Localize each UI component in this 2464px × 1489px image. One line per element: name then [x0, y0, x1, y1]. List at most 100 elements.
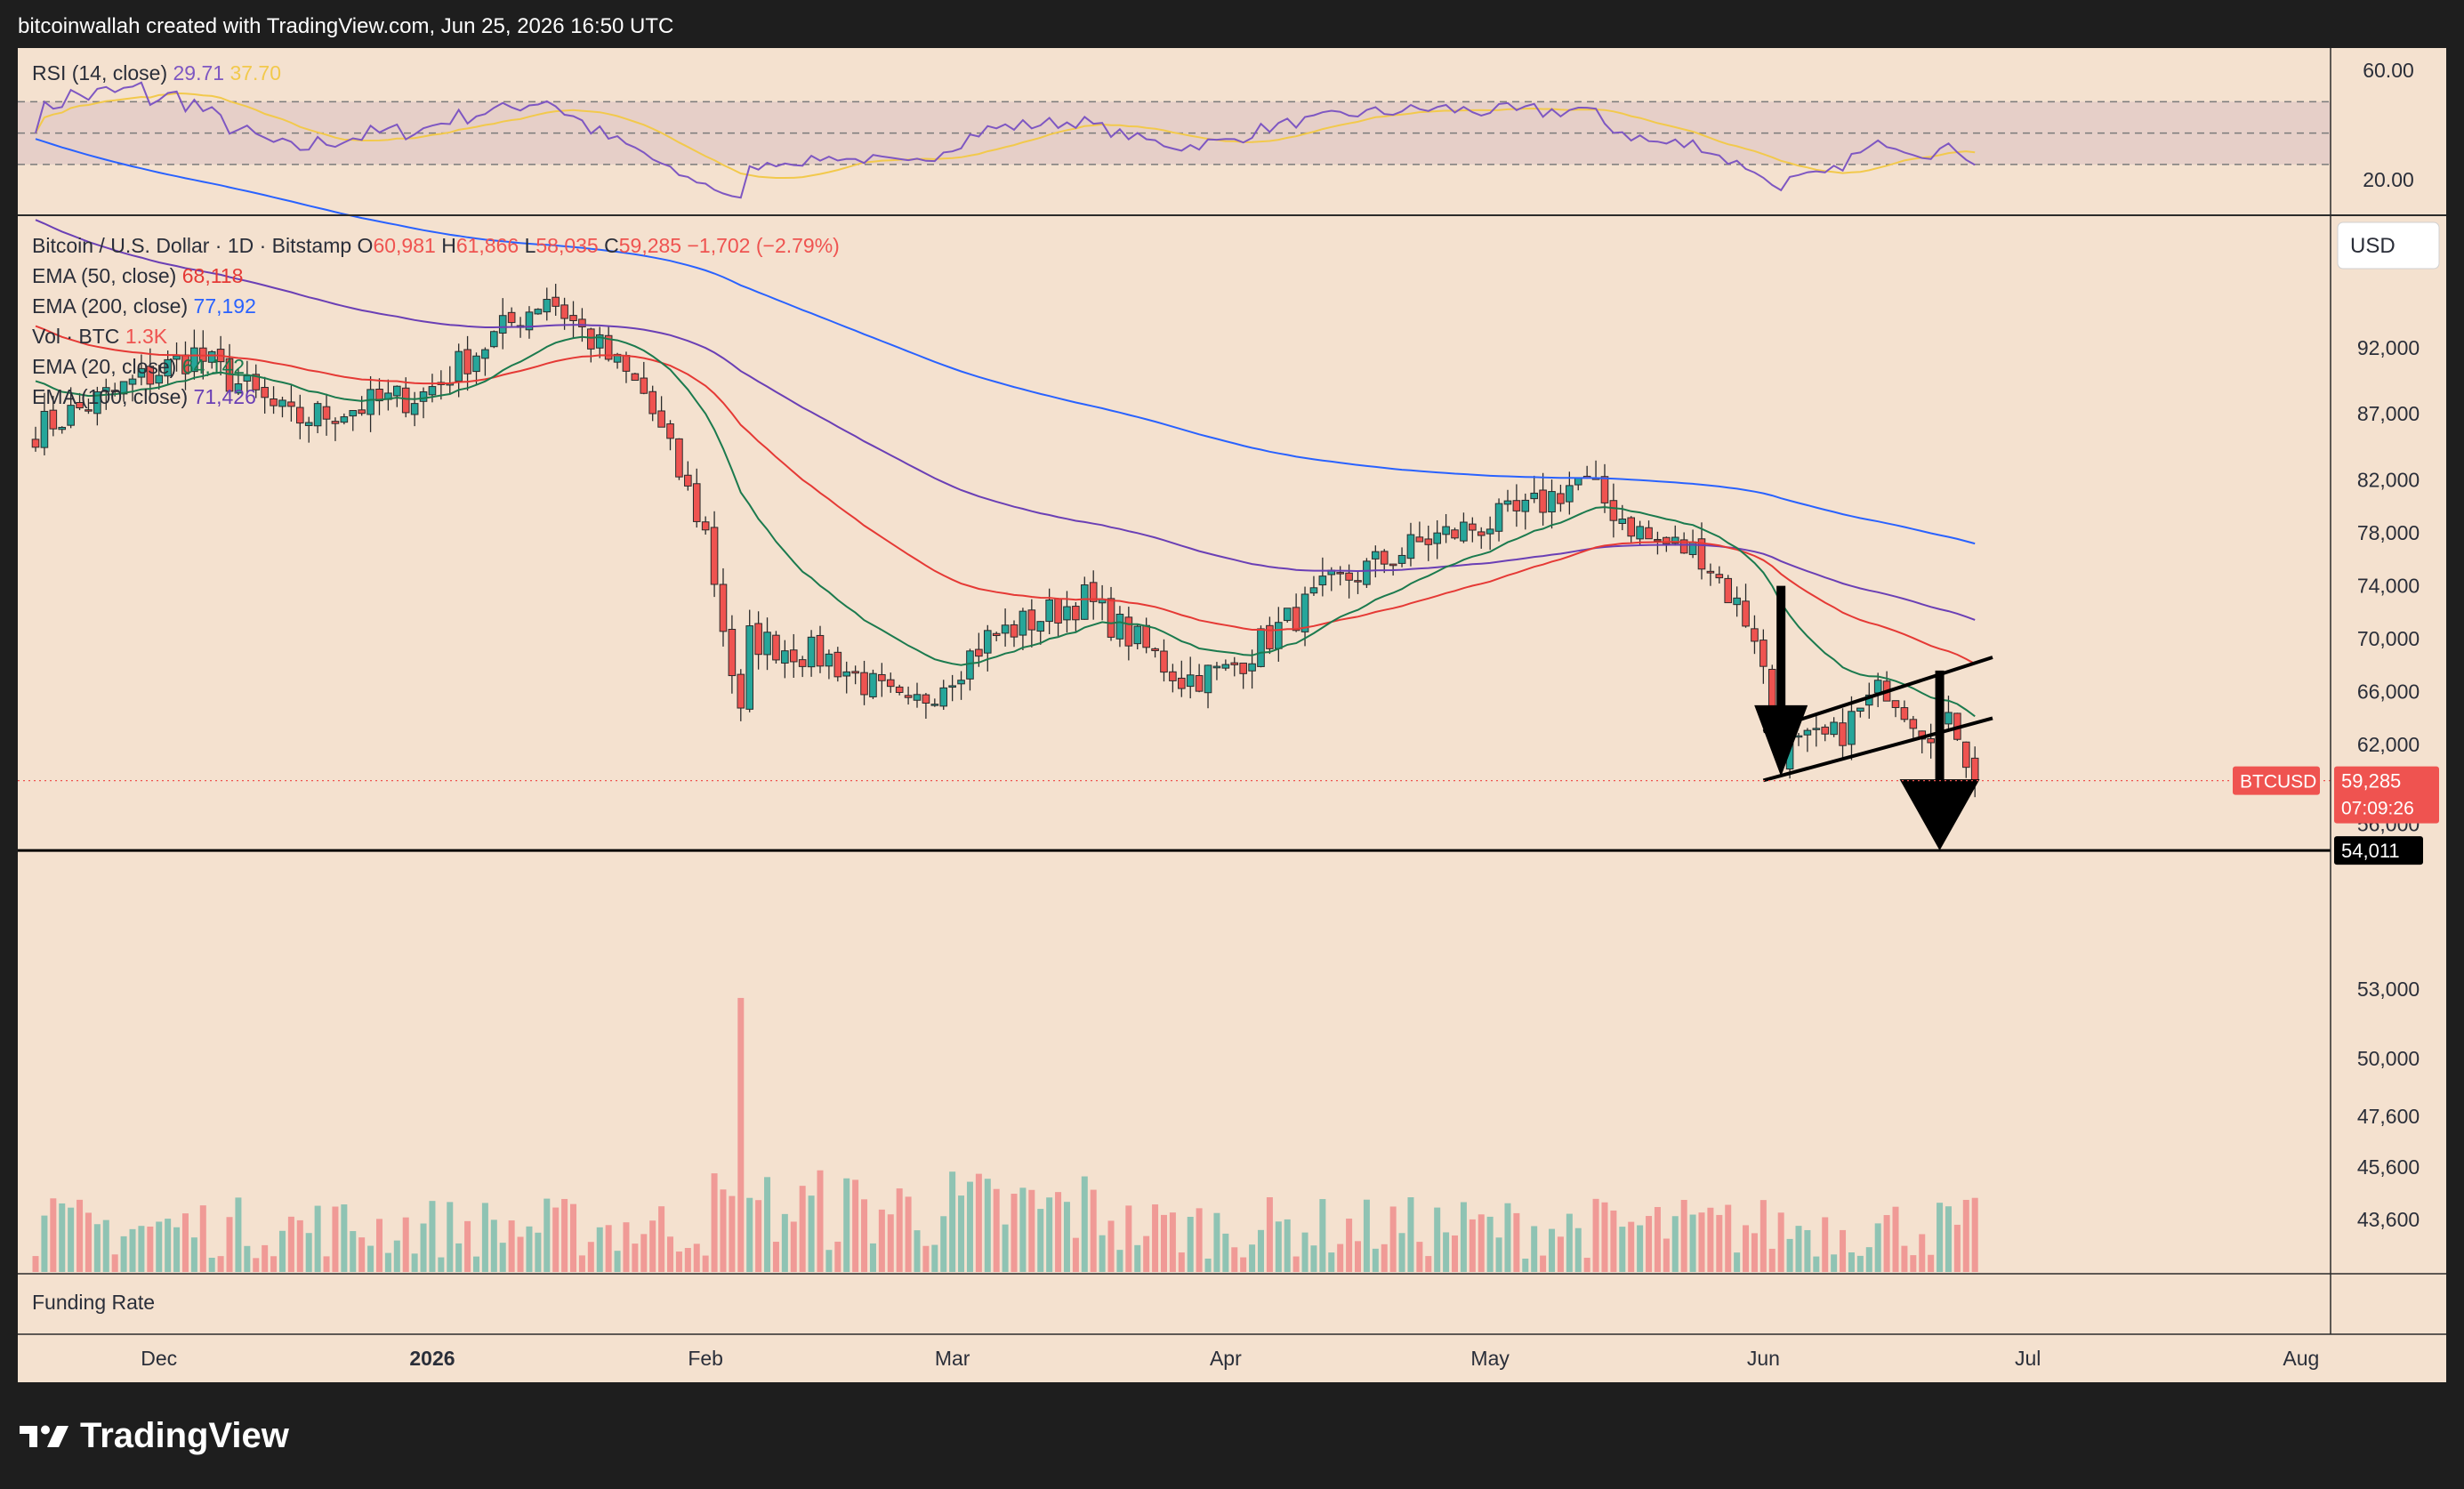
candle[interactable]	[648, 385, 657, 422]
candle[interactable]	[833, 647, 842, 682]
candle[interactable]	[31, 426, 40, 452]
candle[interactable]	[490, 330, 498, 349]
candle[interactable]	[1424, 525, 1433, 561]
candle[interactable]	[737, 669, 745, 721]
candle[interactable]	[207, 350, 216, 369]
candle[interactable]	[657, 396, 665, 428]
candle[interactable]	[904, 686, 913, 705]
candle[interactable]	[1821, 724, 1830, 742]
candle[interactable]	[1010, 620, 1019, 648]
candle[interactable]	[1812, 714, 1821, 747]
candle[interactable]	[1600, 463, 1609, 513]
candle[interactable]	[340, 413, 349, 425]
candle[interactable]	[1124, 607, 1133, 661]
candle[interactable]	[1961, 741, 1970, 778]
candle[interactable]	[692, 468, 701, 528]
candle[interactable]	[1742, 584, 1750, 628]
candle[interactable]	[939, 680, 948, 711]
candle[interactable]	[1856, 707, 1864, 718]
candle[interactable]	[922, 693, 930, 720]
candle[interactable]	[1380, 549, 1389, 574]
currency-selector[interactable]: USD	[2337, 221, 2440, 270]
candle[interactable]	[331, 417, 340, 441]
candle[interactable]	[296, 394, 304, 439]
candle[interactable]	[313, 400, 322, 434]
candle[interactable]	[825, 649, 833, 680]
candle[interactable]	[1372, 545, 1380, 578]
candle[interactable]	[1406, 522, 1415, 567]
candle[interactable]	[366, 375, 374, 432]
candle[interactable]	[1300, 586, 1309, 647]
candle[interactable]	[137, 354, 146, 386]
candle[interactable]	[155, 365, 164, 390]
candle[interactable]	[860, 660, 868, 705]
candle[interactable]	[842, 661, 851, 694]
candle[interactable]	[1557, 484, 1565, 512]
candle[interactable]	[1107, 586, 1115, 641]
candle[interactable]	[419, 387, 428, 419]
candle[interactable]	[948, 674, 956, 702]
candle[interactable]	[1733, 586, 1741, 617]
candle[interactable]	[410, 391, 419, 427]
candle[interactable]	[789, 633, 798, 678]
candle[interactable]	[85, 398, 93, 415]
candle[interactable]	[1539, 472, 1547, 526]
candle[interactable]	[763, 617, 771, 671]
candle[interactable]	[1891, 700, 1900, 718]
candle[interactable]	[1442, 513, 1450, 543]
candle[interactable]	[816, 625, 825, 673]
candle[interactable]	[851, 665, 859, 685]
candle[interactable]	[1133, 624, 1142, 650]
candle[interactable]	[1503, 489, 1512, 512]
candle[interactable]	[1706, 563, 1715, 586]
candle[interactable]	[710, 511, 719, 598]
candle[interactable]	[631, 373, 640, 382]
candle[interactable]	[1645, 520, 1653, 540]
candle[interactable]	[481, 347, 489, 376]
candle[interactable]	[1221, 659, 1230, 672]
candle[interactable]	[878, 663, 886, 697]
candle[interactable]	[1354, 570, 1362, 594]
candle[interactable]	[472, 352, 480, 385]
candle[interactable]	[666, 420, 674, 451]
down-arrow-right[interactable]	[1899, 670, 1980, 851]
candle[interactable]	[1433, 519, 1441, 559]
candle[interactable]	[1679, 532, 1688, 554]
candle[interactable]	[1451, 527, 1459, 540]
candle[interactable]	[1460, 512, 1468, 543]
candle[interactable]	[1212, 662, 1221, 680]
channel-lower-line[interactable]	[1762, 716, 1993, 783]
candle[interactable]	[569, 301, 577, 339]
candle[interactable]	[1609, 483, 1618, 538]
candle[interactable]	[1169, 664, 1177, 693]
candle[interactable]	[754, 611, 762, 670]
candle[interactable]	[728, 615, 737, 694]
candle[interactable]	[278, 397, 286, 418]
candle[interactable]	[375, 378, 383, 415]
candle[interactable]	[304, 416, 313, 443]
candle[interactable]	[1548, 479, 1556, 529]
candle[interactable]	[128, 374, 137, 402]
candle[interactable]	[287, 385, 295, 422]
candle[interactable]	[1397, 547, 1406, 567]
candle[interactable]	[455, 343, 463, 398]
candle[interactable]	[1336, 566, 1344, 586]
candle[interactable]	[701, 516, 710, 535]
candle[interactable]	[1178, 660, 1186, 697]
candle[interactable]	[1318, 557, 1327, 597]
candle[interactable]	[119, 381, 128, 402]
candle[interactable]	[772, 631, 780, 664]
candle[interactable]	[1803, 728, 1812, 753]
candle[interactable]	[869, 669, 877, 699]
candle[interactable]	[595, 326, 604, 358]
candle[interactable]	[67, 387, 75, 429]
candle[interactable]	[1724, 575, 1733, 604]
candle[interactable]	[1477, 527, 1486, 549]
candle[interactable]	[1363, 558, 1371, 588]
candle[interactable]	[1027, 599, 1036, 648]
candle[interactable]	[1494, 498, 1503, 542]
candle[interactable]	[1309, 575, 1318, 596]
candle[interactable]	[930, 698, 939, 707]
candle[interactable]	[886, 672, 895, 693]
